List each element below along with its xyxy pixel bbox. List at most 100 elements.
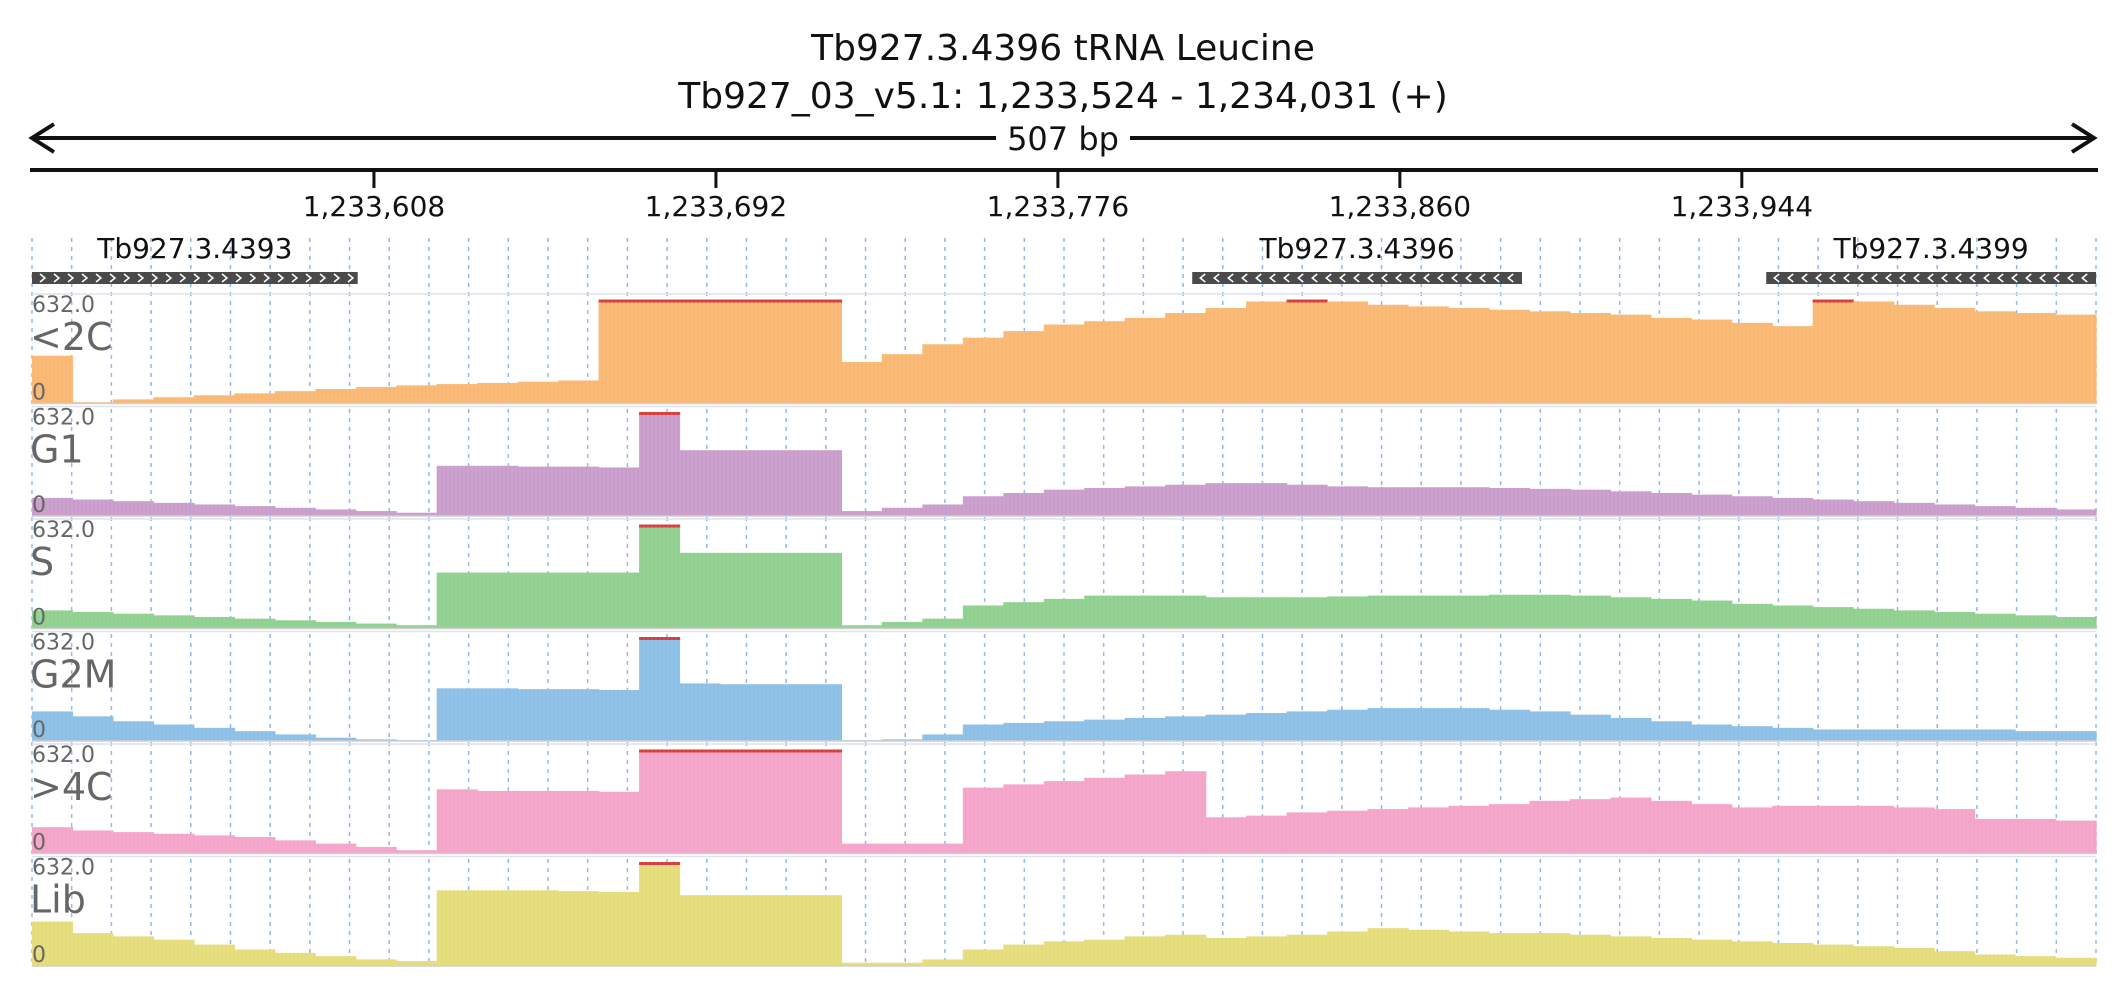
gene-feature[interactable]: Tb927.3.4396 (1192, 232, 1522, 284)
coverage-bar (1367, 809, 1409, 854)
coverage-bar (1569, 489, 1611, 516)
coverage-bar (153, 939, 195, 966)
coverage-bar (1610, 797, 1652, 854)
gene-label: Tb927.3.4399 (1833, 232, 2029, 265)
track-scale-max: 632.0 (32, 518, 95, 543)
coverage-bar (153, 833, 195, 854)
coverage-bar (2015, 956, 2057, 966)
coverage-bar (1812, 607, 1854, 629)
coverage-bar (153, 502, 195, 516)
track-scale-max: 632.0 (32, 743, 95, 768)
coverage-bar (1934, 308, 1976, 404)
coverage-bar (962, 949, 1004, 966)
coverage-bar (1124, 717, 1166, 741)
coverage-bar (234, 837, 276, 854)
coverage-bar (881, 962, 923, 966)
coverage-bar (1610, 936, 1652, 966)
coverage-bar (679, 552, 721, 629)
coverage-bar (1650, 938, 1692, 966)
coverage-bar (517, 689, 559, 741)
coverage-bar (1205, 817, 1247, 854)
gene-feature[interactable]: Tb927.3.4393 (32, 232, 358, 284)
coverage-bar (1327, 596, 1369, 629)
coverage-bar (1205, 308, 1247, 404)
coverage-bar (193, 835, 235, 854)
coverage-bar (1691, 804, 1733, 854)
track-label-group: 632.0G1 0 (30, 406, 95, 519)
coverage-bar (1772, 605, 1814, 629)
coverage-bar (1327, 486, 1369, 516)
clip-marker (598, 299, 640, 303)
coverage-bar (598, 299, 640, 404)
coverage-bar (1003, 784, 1045, 854)
coverage-bar (1084, 595, 1126, 629)
track-scale-max: 632.0 (32, 856, 95, 881)
coverage-bar (1205, 714, 1247, 741)
coverage-bar (922, 504, 964, 516)
coverage-bar (355, 623, 397, 629)
coverage-bar (760, 299, 802, 404)
track-scale-max: 632.0 (32, 406, 95, 431)
coverage-bar (598, 572, 640, 629)
coverage-bar (72, 830, 114, 854)
coverage-bar (1488, 933, 1531, 966)
coverage-bar (841, 962, 883, 966)
coverage-bar (1286, 812, 1328, 854)
coverage-bar (1327, 301, 1369, 404)
coverage-bar (153, 724, 195, 741)
coverage-bar (1043, 598, 1085, 629)
coverage-bar (72, 499, 114, 516)
coverage-bar (1731, 807, 1773, 854)
track-name: <2C (30, 315, 113, 359)
coverage-bar (355, 959, 397, 966)
coverage-bar (477, 890, 519, 966)
locus-label: Tb927_03_v5.1: 1,233,524 - 1,234,031 (+) (677, 76, 1448, 117)
coverage-bar (193, 395, 235, 404)
gene-label: Tb927.3.4396 (1259, 232, 1455, 265)
coverage-bar (881, 354, 923, 404)
coverage-bar (962, 337, 1004, 404)
coverage-bar (1812, 299, 1854, 404)
coverage-bar (477, 572, 519, 629)
coverage-bar (315, 389, 357, 404)
coverage-bar (1165, 595, 1207, 629)
coverage-bar (1043, 489, 1085, 516)
coverage-bar (1691, 494, 1733, 516)
coverage-bar (720, 895, 762, 966)
coverage-bar (1691, 600, 1733, 629)
coverage-bar (1893, 610, 1935, 629)
coverage-bar (436, 890, 478, 966)
coverage-bar (1812, 805, 1854, 854)
clip-marker (760, 749, 802, 753)
gene-feature[interactable]: Tb927.3.4399 (1766, 232, 2096, 284)
coverage-bar (1731, 726, 1773, 741)
coverage-bar (193, 944, 235, 966)
coverage-track (31, 405, 2097, 517)
coverage-bar (558, 689, 600, 741)
coverage-bar (274, 952, 316, 966)
coverage-bar (598, 689, 640, 741)
coverage-bar (1974, 954, 2016, 966)
coverage-bar (1286, 484, 1328, 516)
strand-forward-icon (39, 273, 355, 283)
coverage-bar (1367, 928, 1409, 966)
coverage-bar (1246, 713, 1288, 741)
clip-marker (639, 749, 681, 753)
coverage-bar (436, 789, 478, 854)
coverage-bar (881, 621, 923, 629)
coverage-bar (112, 832, 155, 854)
coverage-track (31, 855, 2097, 967)
coverage-bar (436, 384, 478, 404)
coverage-bar (558, 790, 600, 854)
coverage-bar (1529, 800, 1571, 854)
coverage-bar (720, 552, 762, 629)
coverage-bar (1610, 314, 1652, 404)
track-scale-min: 0 (32, 606, 46, 631)
coverage-bar (355, 846, 397, 854)
coverage-bar (1408, 595, 1450, 629)
coverage-bar (720, 299, 762, 404)
coverage-bar (1691, 319, 1733, 404)
coverage-bar (639, 637, 681, 741)
chart-title: Tb927.3.4396 tRNA Leucine (810, 28, 1315, 69)
